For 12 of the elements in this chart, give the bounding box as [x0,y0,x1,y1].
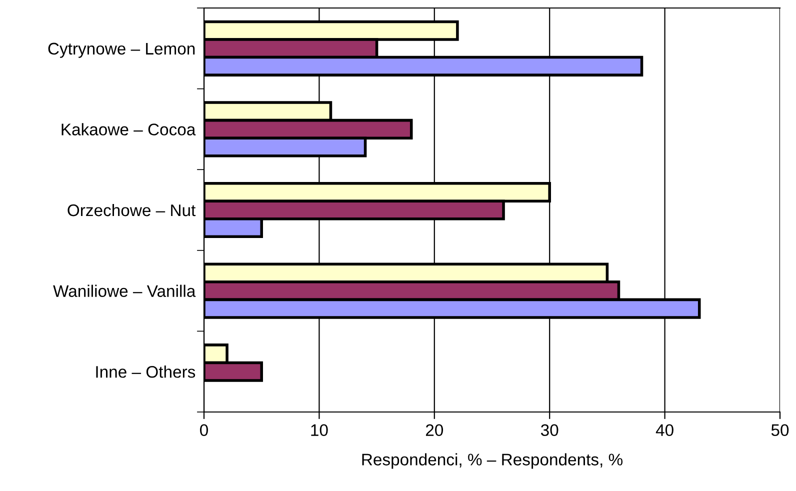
y-tick-label: Waniliowe – Vanilla [53,284,196,298]
x-tick-label: 50 [771,424,789,436]
x-tick-label: 20 [426,424,444,436]
x-tick-label: 40 [656,424,674,436]
x-tick-label: 30 [540,424,558,436]
y-tick-label: Cytrynowe – Lemon [48,42,195,58]
y-tick-label: Orzechowe – Nut [68,204,196,216]
y-tick-label: Kakaowe – Cocoa [62,123,196,136]
y-tick-label: Inne – Others [96,366,196,378]
x-axis-title: Respondenci, % – Respondents, % [362,453,623,469]
x-tick-label: 0 [200,424,208,436]
x-tick-label: 10 [311,424,328,436]
